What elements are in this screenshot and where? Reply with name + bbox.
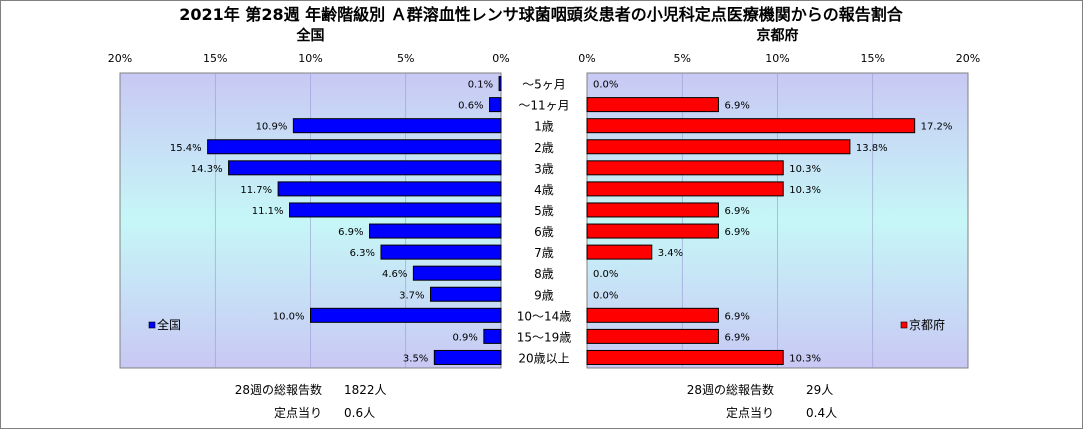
category-label: ～5ヶ月 xyxy=(522,78,566,92)
data-label: 10.3% xyxy=(789,185,821,196)
bar-national-11 xyxy=(310,307,502,323)
bar-national-0 xyxy=(498,76,502,92)
bar-national-13 xyxy=(433,349,502,365)
category-label: 5歳 xyxy=(534,204,554,218)
footer-value: 29人 xyxy=(806,383,833,397)
bar-national-3 xyxy=(207,139,502,155)
data-label: 6.3% xyxy=(350,248,375,259)
bar-kyoto-12 xyxy=(586,328,719,344)
panel-subtitle-全国: 全国 xyxy=(296,27,325,44)
data-label: 11.1% xyxy=(252,206,284,217)
panel-subtitle-京都府: 京都府 xyxy=(757,27,799,44)
legend-swatch-kyoto xyxy=(900,321,908,329)
x-tick-label: 5% xyxy=(674,52,691,65)
bar-national-2 xyxy=(292,118,502,134)
data-label: 3.4% xyxy=(658,248,683,259)
bar-national-4 xyxy=(228,160,502,176)
footer-label: 28週の総報告数 xyxy=(687,382,774,397)
data-label: 11.7% xyxy=(240,185,272,196)
category-label: 3歳 xyxy=(534,162,554,176)
x-tick-label: 5% xyxy=(397,52,414,65)
bar-kyoto-2 xyxy=(586,118,916,134)
legend-swatch-national xyxy=(148,321,156,329)
data-label: 3.5% xyxy=(403,353,428,364)
data-label: 6.9% xyxy=(338,227,363,238)
category-label: 6歳 xyxy=(534,225,554,239)
data-label: 10.3% xyxy=(789,164,821,175)
data-label: 14.3% xyxy=(191,164,223,175)
category-label: 7歳 xyxy=(534,246,554,260)
data-label: 6.9% xyxy=(724,227,749,238)
footer-label: 28週の総報告数 xyxy=(235,382,322,397)
bar-kyoto-6 xyxy=(586,202,719,218)
x-tick-label: 10% xyxy=(298,52,322,65)
data-label: 0.1% xyxy=(468,80,493,91)
data-label: 0.0% xyxy=(593,269,618,280)
footer-value: 0.4人 xyxy=(806,406,837,420)
footer-label: 定点当り xyxy=(726,405,774,420)
data-label: 4.6% xyxy=(382,269,407,280)
data-label: 3.7% xyxy=(399,290,424,301)
bar-national-7 xyxy=(369,223,502,239)
bar-national-12 xyxy=(483,328,502,344)
data-label: 6.9% xyxy=(724,311,749,322)
category-label: 1歳 xyxy=(534,120,554,134)
data-label: 15.4% xyxy=(170,143,202,154)
category-label: 10～14歳 xyxy=(517,309,572,323)
footer-value: 0.6人 xyxy=(344,406,375,420)
bar-national-1 xyxy=(489,97,502,113)
bar-kyoto-7 xyxy=(586,223,719,239)
x-tick-label: 10% xyxy=(765,52,789,65)
data-label: 6.9% xyxy=(724,206,749,217)
category-label: 2歳 xyxy=(534,141,554,155)
bar-national-8 xyxy=(380,244,502,260)
x-tick-label: 15% xyxy=(203,52,227,65)
footer-label: 定点当り xyxy=(274,405,322,420)
bar-kyoto-1 xyxy=(586,97,719,113)
data-label: 10.9% xyxy=(256,122,288,133)
x-tick-label: 0% xyxy=(492,52,509,65)
data-label: 0.0% xyxy=(593,80,618,91)
x-tick-label: 20% xyxy=(108,52,132,65)
x-tick-label: 15% xyxy=(861,52,885,65)
category-label: 15～19歳 xyxy=(517,330,572,344)
category-label: 8歳 xyxy=(534,267,554,281)
data-label: 13.8% xyxy=(856,143,888,154)
bar-kyoto-5 xyxy=(586,181,784,197)
legend-label: 京都府 xyxy=(909,317,945,332)
x-tick-label: 20% xyxy=(956,52,980,65)
category-label: ～11ヶ月 xyxy=(518,99,569,113)
data-label: 6.9% xyxy=(724,332,749,343)
bar-national-6 xyxy=(289,202,502,218)
category-label: 9歳 xyxy=(534,288,554,302)
footer-value: 1822人 xyxy=(344,383,387,397)
data-label: 0.6% xyxy=(458,101,483,112)
category-label: 20歳以上 xyxy=(518,351,569,365)
bar-national-9 xyxy=(412,265,502,281)
data-label: 10.0% xyxy=(273,311,305,322)
category-label: 4歳 xyxy=(534,183,554,197)
data-label: 17.2% xyxy=(921,122,953,133)
bar-kyoto-4 xyxy=(586,160,784,176)
legend-label: 全国 xyxy=(157,317,181,332)
bar-kyoto-3 xyxy=(586,139,851,155)
chart-title: 2021年 第28週 年齢階級別 Ａ群溶血性レンサ球菌咽頭炎患者の小児科定点医療… xyxy=(179,5,904,24)
bar-kyoto-11 xyxy=(586,307,719,323)
data-label: 10.3% xyxy=(789,353,821,364)
data-label: 0.9% xyxy=(452,332,477,343)
bar-kyoto-8 xyxy=(586,244,653,260)
bar-national-10 xyxy=(430,286,502,302)
x-tick-label: 0% xyxy=(578,52,595,65)
bar-kyoto-13 xyxy=(586,349,784,365)
data-label: 0.0% xyxy=(593,290,618,301)
data-label: 6.9% xyxy=(724,101,749,112)
bar-national-5 xyxy=(277,181,502,197)
